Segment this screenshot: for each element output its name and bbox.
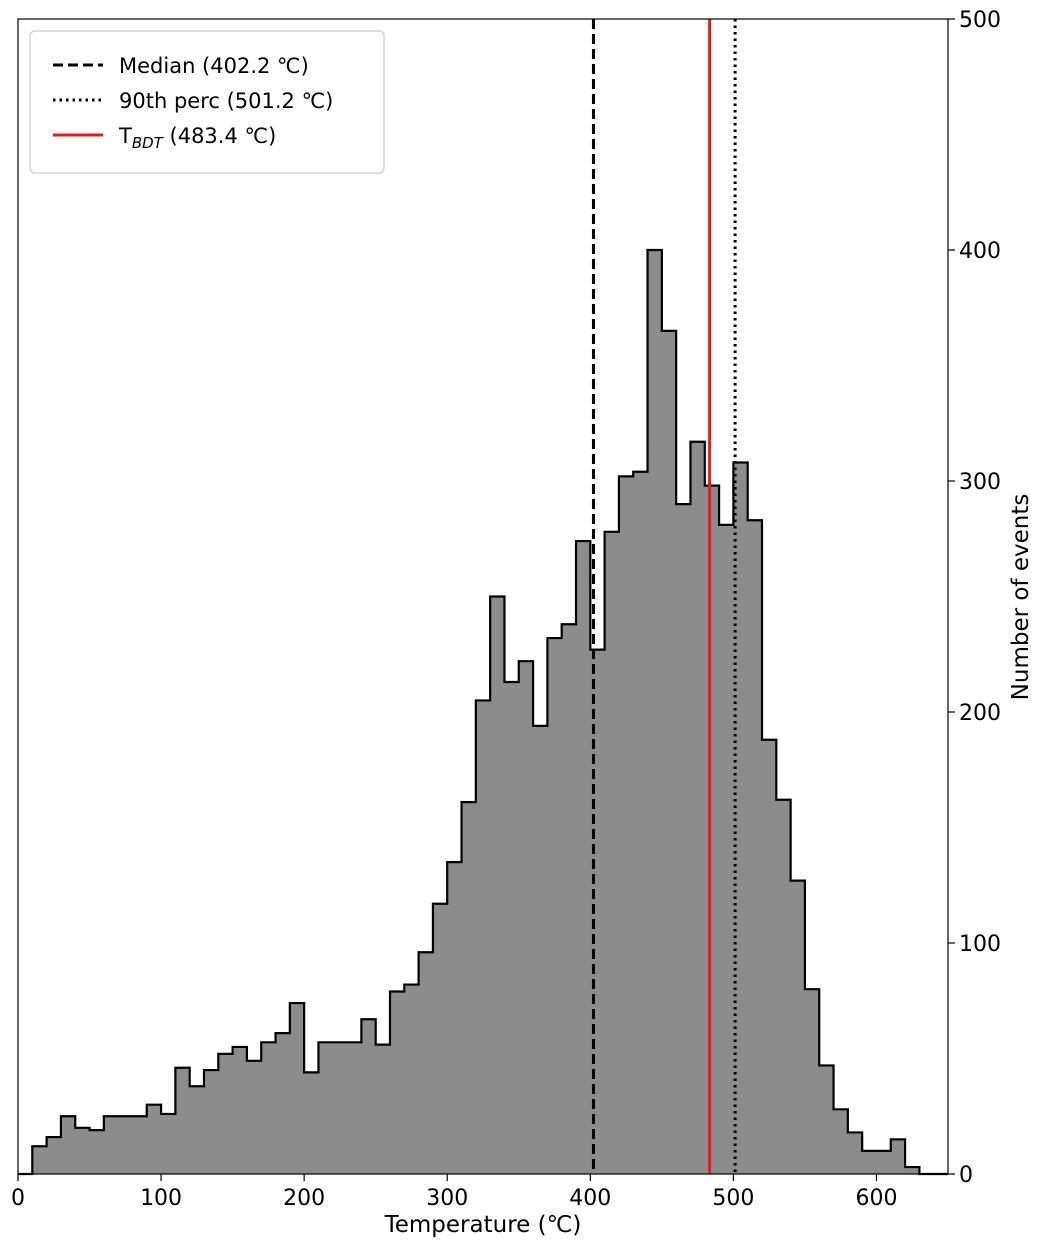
histogram-bar	[690, 441, 706, 1175]
histogram-bar	[647, 250, 663, 1174]
histogram-bar	[461, 802, 477, 1174]
histogram-bar	[404, 984, 420, 1174]
histogram-bar	[905, 1167, 920, 1174]
histogram-bar	[533, 725, 548, 1174]
histogram-bar	[361, 1019, 377, 1174]
histogram-bar	[390, 991, 405, 1174]
y-tick-label: 0	[959, 1163, 973, 1188]
x-tick-label: 200	[283, 1186, 325, 1211]
legend-tbdt-main: T	[118, 124, 132, 148]
histogram-bar	[447, 862, 462, 1174]
histogram-bar	[146, 1104, 162, 1174]
histogram-bar	[747, 520, 763, 1174]
histogram-bar	[776, 799, 792, 1174]
histogram-bar	[661, 330, 677, 1175]
histogram-bar	[246, 1060, 262, 1174]
histogram-bar	[890, 1139, 906, 1174]
histogram-bar	[218, 1053, 234, 1174]
histogram-bar	[762, 739, 777, 1174]
x-tick-label: 600	[855, 1186, 897, 1211]
histogram-bar	[561, 624, 577, 1174]
x-tick-label: 400	[569, 1186, 611, 1211]
x-tick-label: 0	[11, 1186, 25, 1211]
histogram-bar	[862, 1150, 877, 1174]
y-axis-label: Number of events	[1008, 494, 1034, 701]
histogram-bar	[418, 952, 434, 1174]
histogram-bar	[304, 1072, 319, 1174]
y-tick-label: 500	[959, 8, 1001, 33]
y-tick-label: 300	[959, 470, 1001, 495]
histogram-bar	[432, 903, 448, 1174]
histogram-bar	[60, 1116, 76, 1174]
histogram-bar	[790, 880, 806, 1174]
histogram-bar	[676, 504, 691, 1175]
y-tick-label: 400	[959, 239, 1001, 264]
plot-frame	[17, 18, 949, 1175]
histogram-bar	[347, 1042, 362, 1174]
histogram-bar	[576, 541, 591, 1174]
histogram-bar	[847, 1132, 863, 1174]
histogram-bar	[704, 485, 720, 1174]
legend-box	[29, 30, 385, 174]
histogram-bar	[604, 531, 620, 1174]
histogram-bar	[118, 1116, 133, 1174]
legend-p90-label: 90th perc (501.2 ℃)	[119, 89, 333, 113]
histogram-bar	[32, 1146, 48, 1174]
histogram-bar	[289, 1003, 305, 1174]
legend-tbdt-label: TBDT (483.4 ℃)	[118, 124, 276, 152]
histogram-bar	[547, 638, 563, 1174]
reference-lines	[591, 19, 737, 1174]
legend-median-label: Median (402.2 ℃)	[119, 54, 309, 78]
legend-tbdt-sub: BDT	[132, 134, 165, 152]
histogram-bar	[75, 1127, 90, 1174]
histogram-bar	[490, 596, 505, 1174]
histogram-bar	[132, 1116, 148, 1174]
histogram-bar	[232, 1046, 248, 1174]
histogram-bar	[876, 1150, 892, 1174]
histogram-bar	[833, 1109, 849, 1174]
y-axis-ticks: 0 100 200 300 400 500	[948, 8, 1001, 1188]
histogram-bar	[804, 989, 820, 1174]
histogram-bar	[504, 681, 520, 1174]
histogram-bar	[633, 471, 648, 1174]
histogram-bar	[89, 1130, 105, 1174]
y-tick-label: 200	[959, 701, 1001, 726]
histogram-bar	[103, 1116, 119, 1174]
histogram-bar	[518, 661, 534, 1174]
histogram-bar	[318, 1042, 334, 1174]
histogram-bars	[18, 248, 948, 1176]
x-tick-label: 100	[140, 1186, 182, 1211]
x-tick-label: 500	[712, 1186, 754, 1211]
legend-tbdt-rest: (483.4 ℃)	[163, 124, 276, 148]
histogram-bar	[719, 524, 734, 1174]
histogram-outline	[18, 248, 948, 1176]
histogram-bar	[375, 1044, 391, 1174]
histogram-bar	[733, 462, 749, 1174]
legend: Median (402.2 ℃) 90th perc (501.2 ℃) TBD…	[29, 30, 385, 174]
histogram-bar	[204, 1070, 219, 1174]
histogram-bar	[618, 476, 634, 1174]
histogram-bar	[261, 1042, 276, 1174]
histogram-bar	[161, 1113, 176, 1174]
histogram-bar	[332, 1042, 348, 1174]
histogram-bar	[175, 1067, 191, 1174]
histogram-bar	[819, 1065, 834, 1174]
histogram-bar	[46, 1137, 62, 1174]
histogram-bar	[189, 1086, 205, 1174]
y-tick-label: 100	[959, 932, 1001, 957]
x-axis-label: Temperature (℃)	[384, 1212, 582, 1238]
histogram-bar	[475, 700, 491, 1174]
histogram-bar	[275, 1033, 291, 1174]
x-axis-ticks: 0 100 200 300 400 500 600	[11, 1174, 897, 1211]
x-tick-label: 300	[426, 1186, 468, 1211]
